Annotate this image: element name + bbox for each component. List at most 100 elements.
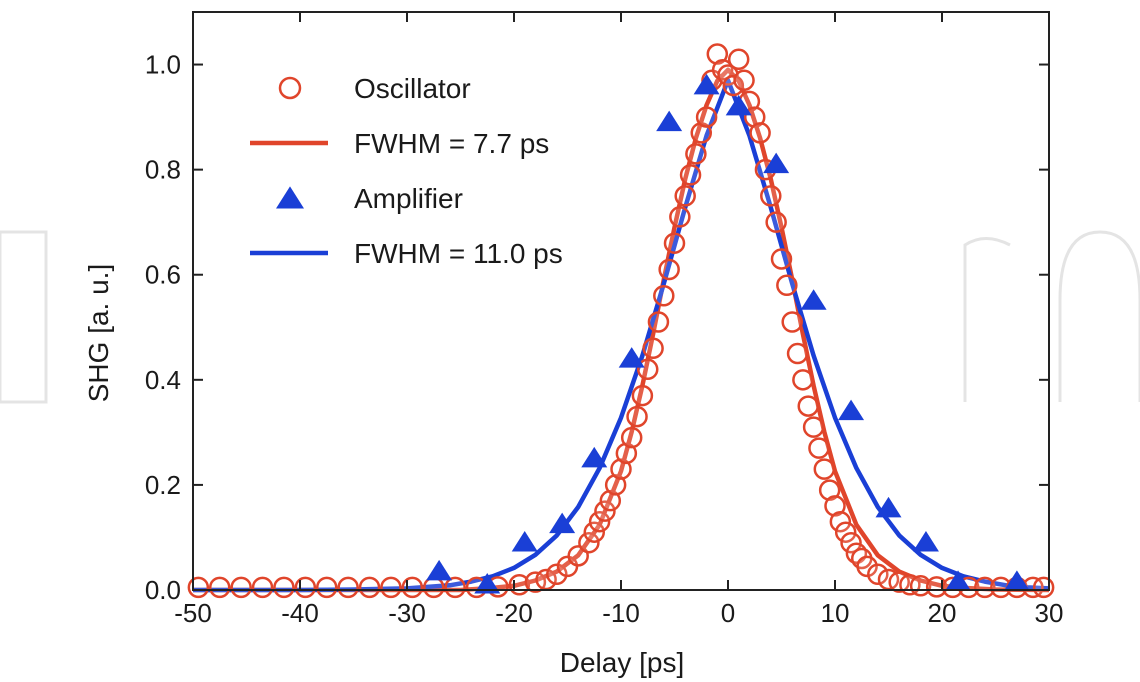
series-oscillator: [187, 43, 1055, 599]
data-point: [1003, 570, 1030, 591]
data-point: [781, 311, 803, 333]
y-tick-label: 0.2: [145, 470, 181, 500]
x-tick-label: 20: [928, 598, 957, 628]
data-point: [251, 576, 274, 599]
data-point: [725, 94, 752, 116]
data-point: [663, 232, 686, 254]
data-point: [834, 521, 857, 543]
data-point: [786, 342, 809, 365]
data-point: [695, 106, 718, 128]
legend-triangle-swatch: [276, 186, 304, 209]
y-tick-label: 0.0: [145, 575, 181, 605]
x-tick-label: -40: [281, 598, 319, 628]
data-point: [808, 437, 830, 459]
data-point: [945, 570, 972, 591]
data-point: [426, 559, 453, 581]
watermark: [0, 230, 1140, 404]
data-point: [802, 416, 825, 438]
x-tick-label: -20: [495, 598, 533, 628]
data-point: [1032, 576, 1055, 599]
data-point: [765, 211, 787, 233]
y-tick-label: 1.0: [145, 50, 181, 80]
data-point: [693, 73, 720, 95]
y-tick-label: 0.8: [145, 155, 181, 185]
plot-frame: [192, 11, 1050, 591]
series-amplifier: [426, 73, 1030, 594]
legend-entry: Oscillator: [278, 73, 471, 104]
data-point: [401, 576, 424, 599]
data-point: [546, 563, 568, 585]
data-point: [637, 358, 659, 381]
data-point: [792, 369, 814, 391]
y-tick-label: 0.6: [145, 260, 181, 290]
y-axis-title: SHG [a. u.]: [83, 264, 114, 403]
data-point: [838, 399, 865, 421]
x-tick-label: 10: [821, 598, 850, 628]
data-point: [776, 274, 798, 296]
data-point: [618, 347, 645, 368]
legend-label: FWHM = 11.0 ps: [354, 238, 563, 269]
data-point: [187, 576, 210, 599]
data-point: [840, 531, 862, 554]
data-point: [813, 458, 836, 480]
data-point: [444, 576, 466, 599]
data-point: [337, 576, 359, 599]
legend-label: FWHM = 7.7 ps: [354, 128, 549, 159]
data-point: [829, 510, 852, 533]
data-point: [615, 442, 638, 465]
series-fwhm-11-0-ps: [193, 78, 1050, 593]
data-point: [744, 106, 766, 128]
data-point: [867, 563, 889, 585]
data-point: [653, 284, 675, 307]
data-point: [770, 248, 793, 270]
data-point: [549, 512, 576, 534]
legend-entry: FWHM = 11.0 ps: [250, 238, 563, 269]
data-point: [658, 258, 680, 281]
y-tick-label: 0.4: [145, 365, 181, 395]
series-line: [193, 67, 1050, 593]
data-point: [800, 289, 827, 310]
data-point: [583, 521, 605, 543]
legend-entry: FWHM = 7.7 ps: [250, 128, 549, 159]
data-point: [380, 576, 402, 599]
legend-label: Oscillator: [354, 73, 471, 104]
data-point: [690, 122, 712, 144]
data-point: [674, 185, 696, 207]
data-point: [358, 576, 381, 599]
data-point: [631, 384, 654, 407]
x-axis-title: Delay [ps]: [560, 647, 685, 678]
data-point: [423, 576, 445, 599]
data-point: [727, 48, 750, 71]
series-fwhm-7-7-ps: [193, 67, 1050, 593]
data-point: [599, 489, 622, 512]
data-point: [642, 337, 664, 360]
data-point: [647, 311, 670, 333]
data-point: [604, 474, 627, 496]
series-line: [193, 78, 1050, 593]
x-tick-label: 0: [721, 598, 735, 628]
data-point: [733, 69, 755, 92]
data-point: [626, 405, 648, 428]
data-point: [230, 576, 252, 599]
series-layer: [187, 43, 1055, 599]
data-point: [824, 495, 846, 517]
data-point: [856, 555, 878, 578]
x-tick-label: -10: [602, 598, 640, 628]
data-point: [797, 395, 819, 417]
legend-circle-swatch: [278, 76, 302, 100]
data-point: [974, 576, 996, 599]
data-point: [535, 568, 557, 591]
data-point: [763, 152, 790, 174]
axes-layer: -50 -40 -30 -20 -10 0 10 20 30 0.0 0.2 0.4 0.6 0.8 1.0: [145, 11, 1064, 628]
data-point: [685, 143, 707, 165]
x-tick-label: -30: [388, 598, 426, 628]
data-point: [578, 531, 600, 554]
data-point: [875, 496, 902, 518]
data-point: [656, 110, 683, 132]
data-point: [594, 500, 616, 522]
x-tick-label: 30: [1035, 598, 1064, 628]
data-point: [679, 164, 702, 186]
legend-entry: Amplifier: [276, 183, 463, 214]
data-point: [474, 573, 501, 594]
